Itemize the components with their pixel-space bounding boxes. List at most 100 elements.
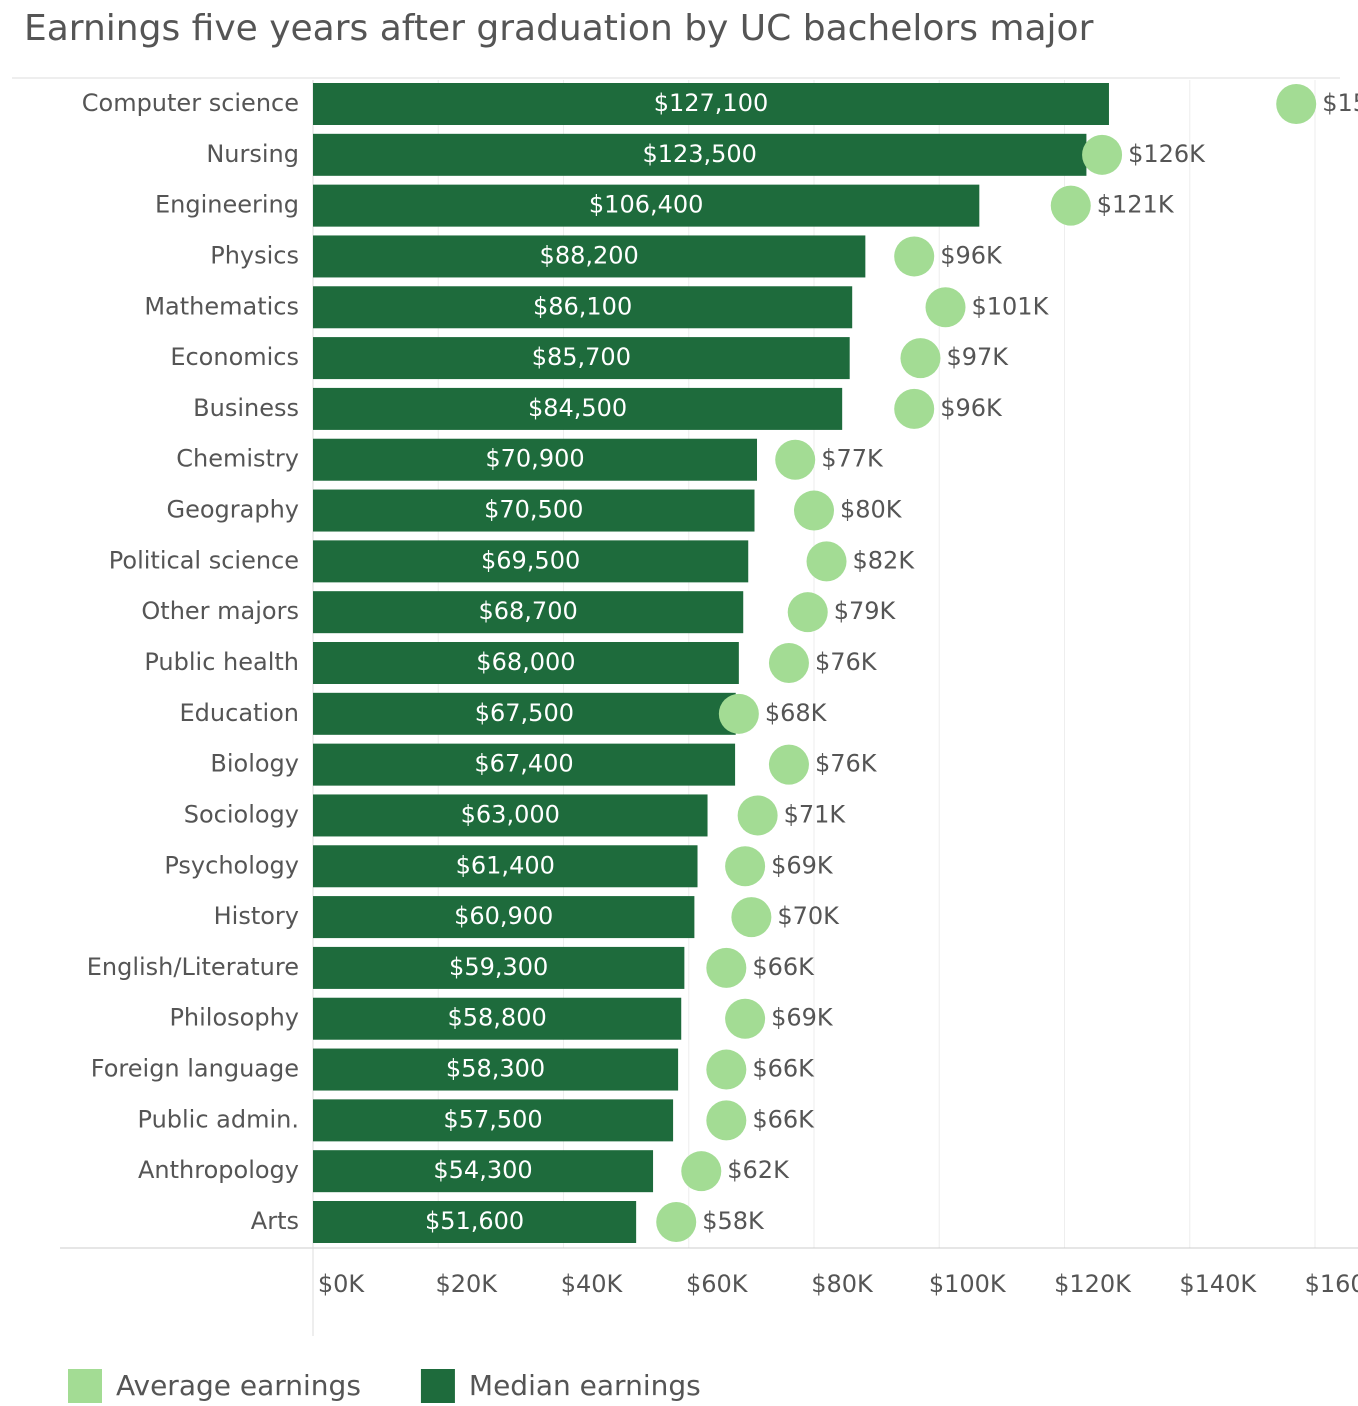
y-tick-label: Sociology <box>184 800 299 828</box>
bar-value-label: $54,300 <box>433 1156 532 1184</box>
bar <box>313 133 1087 176</box>
dot <box>775 439 816 480</box>
y-tick-label: Anthropology <box>138 1156 299 1184</box>
bar <box>313 235 866 278</box>
dot <box>925 287 966 328</box>
dot <box>706 1100 747 1141</box>
bar <box>313 642 739 684</box>
y-tick-label: Other majors <box>141 597 299 625</box>
y-tick-label: Political science <box>109 546 299 574</box>
y-tick-label: Foreign language <box>91 1055 299 1083</box>
x-tick-label: $20K <box>435 1270 498 1298</box>
y-tick-label: Engineering <box>155 191 299 219</box>
bar <box>313 794 708 837</box>
bar <box>313 83 1109 125</box>
y-tick-label: Physics <box>210 241 299 269</box>
y-tick-label: Computer science <box>82 89 299 117</box>
bar <box>313 591 744 634</box>
dot-value-label: $101K <box>972 292 1050 320</box>
y-tick-label: Education <box>180 699 299 727</box>
bar-value-label: $84,500 <box>528 394 627 422</box>
y-tick-label: Geography <box>166 496 299 524</box>
bar <box>313 540 749 583</box>
bar-value-label: $67,500 <box>475 699 574 727</box>
dot-value-label: $77K <box>821 445 884 473</box>
dot-value-label: $76K <box>815 750 878 778</box>
dot <box>706 1049 747 1090</box>
dot-value-label: $58K <box>702 1207 765 1235</box>
x-tick-label: $0K <box>318 1270 366 1298</box>
bar-value-label: $60,900 <box>454 902 553 930</box>
bar-value-label: $85,700 <box>532 343 631 371</box>
bar-value-label: $68,700 <box>478 597 577 625</box>
bar <box>313 997 682 1040</box>
bar <box>313 489 755 532</box>
dot <box>718 693 759 734</box>
dot-value-label: $66K <box>752 1105 815 1133</box>
bar <box>313 184 980 227</box>
chart-title: Earnings five years after graduation by … <box>24 8 1094 49</box>
dot-value-label: $68K <box>765 699 828 727</box>
x-tick-label: $140K <box>1179 1270 1257 1298</box>
bar <box>313 387 843 430</box>
dot-value-label: $126K <box>1128 140 1206 168</box>
dot <box>768 744 809 785</box>
dot <box>900 338 941 379</box>
dot <box>656 1202 697 1242</box>
y-tick-label: Mathematics <box>144 292 299 320</box>
dot <box>1276 84 1317 124</box>
bar-value-label: $58,300 <box>446 1055 545 1083</box>
bar-value-label: $70,900 <box>485 445 584 473</box>
y-tick-label: Psychology <box>164 851 299 879</box>
bar-value-label: $123,500 <box>642 140 757 168</box>
dot-value-label: $96K <box>940 241 1003 269</box>
bar-value-label: $67,400 <box>474 750 573 778</box>
legend-swatch <box>68 1369 102 1403</box>
bar <box>313 1201 637 1243</box>
dot <box>1050 185 1091 226</box>
x-tick-label: $60K <box>686 1270 749 1298</box>
bar <box>313 286 853 329</box>
bar <box>313 1150 654 1193</box>
dot <box>806 541 847 582</box>
bar <box>313 1048 679 1091</box>
bar <box>313 896 695 939</box>
x-tick-label: $100K <box>929 1270 1007 1298</box>
dot <box>894 388 935 429</box>
dot <box>725 846 766 887</box>
bar <box>313 692 736 735</box>
bar <box>313 438 758 481</box>
bar-value-label: $127,100 <box>654 89 769 117</box>
dot <box>731 897 772 938</box>
x-tick-label: $40K <box>561 1270 624 1298</box>
y-tick-label: History <box>214 902 299 930</box>
bar-value-label: $61,400 <box>456 851 555 879</box>
bar <box>313 1099 674 1142</box>
dot <box>725 998 766 1039</box>
legend-label: Average earnings <box>116 1369 361 1402</box>
y-tick-label: Public health <box>144 648 299 676</box>
dot-value-label: $80K <box>840 496 903 524</box>
bar-value-label: $59,300 <box>449 953 548 981</box>
bar-value-label: $58,800 <box>447 1004 546 1032</box>
bar <box>313 946 685 989</box>
dot <box>787 592 828 633</box>
legend-label: Median earnings <box>469 1369 701 1402</box>
x-tick-label: $80K <box>811 1270 874 1298</box>
y-tick-label: Biology <box>210 750 299 778</box>
bar <box>313 743 736 786</box>
x-tick-label: $120K <box>1054 1270 1132 1298</box>
dot-value-label: $66K <box>752 1055 815 1083</box>
bar-value-label: $69,500 <box>481 546 580 574</box>
y-tick-label: Economics <box>170 343 299 371</box>
bar-value-label: $86,100 <box>533 292 632 320</box>
dot-value-label: $71K <box>784 800 847 828</box>
y-tick-label: Chemistry <box>176 445 299 473</box>
dot-value-label: $157K <box>1322 89 1358 117</box>
bar-value-label: $57,500 <box>443 1105 542 1133</box>
y-tick-label: Philosophy <box>169 1004 299 1032</box>
bar-value-label: $88,200 <box>540 241 639 269</box>
dot-value-label: $79K <box>834 597 897 625</box>
dot-value-label: $70K <box>777 902 840 930</box>
dot-value-label: $69K <box>771 1004 834 1032</box>
